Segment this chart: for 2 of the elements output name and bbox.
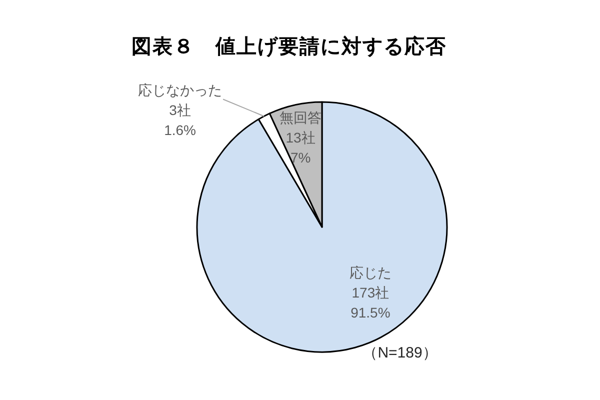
title: 図表８ 値上げ要請に対する応否 bbox=[132, 36, 446, 58]
note: （N=189） bbox=[362, 344, 438, 362]
